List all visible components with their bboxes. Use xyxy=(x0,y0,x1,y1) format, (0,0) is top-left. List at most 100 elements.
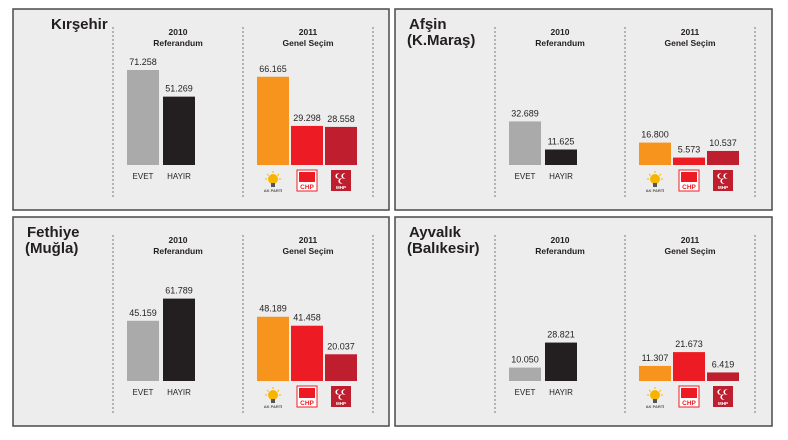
bulb-base-icon xyxy=(653,183,657,187)
bar-akp xyxy=(639,365,671,381)
bar-evet xyxy=(127,320,159,381)
category-label-hayir: HAYIR xyxy=(167,388,191,397)
bulb-icon xyxy=(650,390,660,400)
bar-mhp xyxy=(707,150,739,165)
election-label: Genel Seçim xyxy=(282,38,333,48)
category-label-hayir: HAYIR xyxy=(549,388,573,397)
referendum-year: 2010 xyxy=(551,235,570,245)
panel-background xyxy=(12,216,390,427)
chp-logo-text: CHP xyxy=(300,184,314,191)
chp-arrows-icon xyxy=(681,388,697,398)
bar-akp xyxy=(257,76,289,165)
category-label-evet: EVET xyxy=(133,172,154,181)
panel-background xyxy=(12,8,390,211)
data-label: 51.269 xyxy=(165,84,193,94)
bar-mhp xyxy=(325,354,357,381)
light-bulb-logo-icon: AK PARTİ xyxy=(264,387,283,409)
three-crescents-logo-icon: MHP xyxy=(331,170,351,191)
chp-arrows-icon xyxy=(299,388,315,398)
mhp-logo-text: MHP xyxy=(718,185,728,190)
bulb-icon xyxy=(268,390,278,400)
light-bulb-logo-icon: AK PARTİ xyxy=(646,171,665,193)
bulb-base-icon xyxy=(653,399,657,403)
crescent-cut-icon xyxy=(718,389,724,395)
panel-background xyxy=(394,216,773,427)
data-label: 61.789 xyxy=(165,286,193,296)
referendum-label: Referandum xyxy=(535,246,585,256)
akp-logo-text: AK PARTİ xyxy=(646,404,665,409)
election-label: Genel Seçim xyxy=(282,246,333,256)
ray-icon xyxy=(266,389,269,392)
panel-background xyxy=(394,8,773,211)
data-label: 6.419 xyxy=(712,359,735,369)
ray-icon xyxy=(648,173,651,176)
data-label: 10.537 xyxy=(709,138,737,148)
data-label: 32.689 xyxy=(511,108,539,118)
category-label-evet: EVET xyxy=(515,388,536,397)
crescent-cut-icon xyxy=(721,394,727,400)
ray-icon xyxy=(659,173,662,176)
bar-chp xyxy=(291,125,323,165)
crescent-cut-icon xyxy=(342,173,348,179)
referendum-label: Referandum xyxy=(153,38,203,48)
data-label: 11.625 xyxy=(548,137,575,147)
bar-hayir xyxy=(163,298,195,381)
referendum-year: 2010 xyxy=(551,27,570,37)
referendum-year: 2010 xyxy=(169,27,188,37)
bar-hayir xyxy=(163,96,195,165)
panel-title: Fethiye xyxy=(27,224,80,241)
three-crescents-logo-icon: MHP xyxy=(713,386,733,407)
crescent-cut-icon xyxy=(336,173,342,179)
data-label: 28.821 xyxy=(547,330,575,340)
ray-icon xyxy=(266,173,269,176)
three-crescents-logo-icon: MHP xyxy=(713,170,733,191)
bulb-icon xyxy=(268,174,278,184)
data-label: 16.800 xyxy=(641,130,669,140)
bar-mhp xyxy=(707,372,739,381)
panel-title: Ayvalık xyxy=(409,224,462,241)
chp-logo-text: CHP xyxy=(682,184,696,191)
election-year: 2011 xyxy=(299,27,318,37)
data-label: 11.307 xyxy=(642,353,669,363)
bar-hayir xyxy=(545,149,577,165)
crescent-cut-icon xyxy=(721,178,727,184)
bar-chp xyxy=(673,157,705,165)
bar-chp xyxy=(291,325,323,381)
panel-subtitle: (K.Maraş) xyxy=(407,32,475,49)
category-label-evet: EVET xyxy=(133,388,154,397)
election-label: Genel Seçim xyxy=(664,246,715,256)
category-label-hayir: HAYIR xyxy=(167,172,191,181)
data-label: 29.298 xyxy=(293,113,321,123)
panel-subtitle: (Muğla) xyxy=(25,240,78,257)
ray-icon xyxy=(277,389,280,392)
six-arrows-logo-icon: CHP xyxy=(678,169,700,192)
six-arrows-logo-icon: CHP xyxy=(296,169,318,192)
data-label: 20.037 xyxy=(327,341,355,351)
election-label: Genel Seçim xyxy=(664,38,715,48)
category-label-evet: EVET xyxy=(515,172,536,181)
data-label: 10.050 xyxy=(511,355,539,365)
three-crescents-logo-icon: MHP xyxy=(331,386,351,407)
bulb-base-icon xyxy=(271,183,275,187)
akp-logo-text: AK PARTİ xyxy=(264,188,283,193)
bar-hayir xyxy=(545,342,577,381)
data-label: 21.673 xyxy=(675,339,703,349)
akp-logo-text: AK PARTİ xyxy=(646,188,665,193)
chp-logo-text: CHP xyxy=(682,400,696,407)
ray-icon xyxy=(277,173,280,176)
crescent-cut-icon xyxy=(342,389,348,395)
panel-title: Afşin xyxy=(409,16,447,33)
data-label: 28.558 xyxy=(327,114,355,124)
bar-mhp xyxy=(325,126,357,165)
six-arrows-logo-icon: CHP xyxy=(296,385,318,408)
akp-logo-text: AK PARTİ xyxy=(264,404,283,409)
mhp-logo-text: MHP xyxy=(336,185,346,190)
crescent-cut-icon xyxy=(339,394,345,400)
chp-arrows-icon xyxy=(681,172,697,182)
data-label: 45.159 xyxy=(129,308,157,318)
bulb-base-icon xyxy=(271,399,275,403)
mhp-logo-text: MHP xyxy=(336,401,346,406)
